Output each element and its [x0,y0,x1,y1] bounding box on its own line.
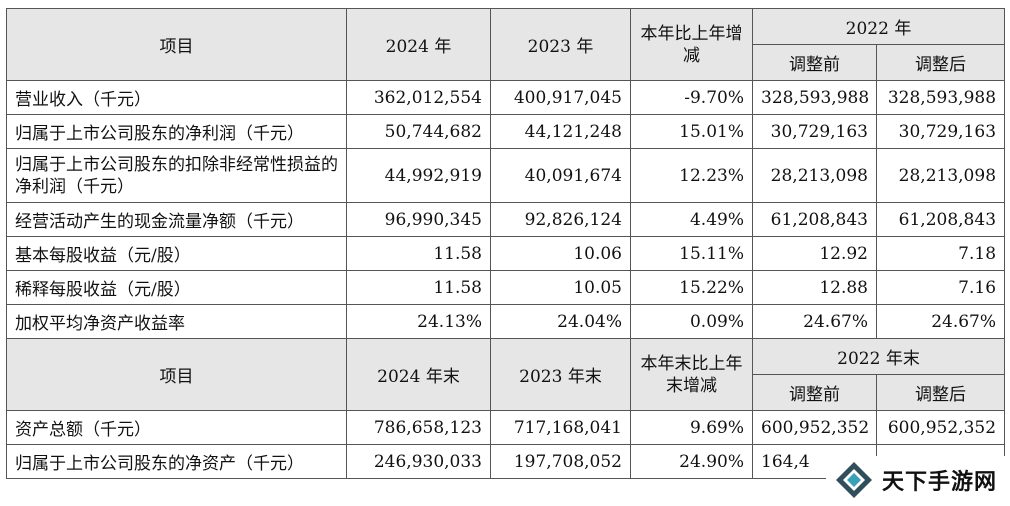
value-after: 7.16 [875,270,1006,305]
row-label: 归属于上市公司股东的净资产（千元） [6,444,347,479]
header-before-adjust-2: 调整前 [752,374,877,411]
value-change: 15.01% [630,114,753,149]
value-change: 12.23% [630,148,753,203]
watermark-text: 天下手游网 [882,470,998,495]
value-change: 15.11% [630,236,753,271]
header-item: 项目 [6,8,347,81]
watermark-logo: 天下手游网 [826,456,1006,504]
value-2023: 40,091,674 [490,148,631,203]
header-before-adjust: 调整前 [752,44,877,81]
value-after: 61,208,843 [875,202,1006,237]
value-2023: 10.05 [490,270,631,305]
value-2024: 44,992,919 [346,148,491,203]
header-2024: 2024 年 [346,8,491,81]
row-label: 归属于上市公司股东的净利润（千元） [6,114,347,149]
table-row: 归属于上市公司股东的净利润（千元） 50,744,682 44,121,248 … [6,114,1006,149]
value-after: 328,593,988 [875,80,1006,115]
table-row: 归属于上市公司股东的净资产（千元） 246,930,033 197,708,05… [6,444,1006,479]
header-after-adjust: 调整后 [875,44,1006,81]
header-2022-end: 2022 年末 [751,338,1006,375]
value-before: 600,952,352 [752,410,877,445]
value-change: -9.70% [630,80,753,115]
table-row: 营业收入（千元） 362,012,554 400,917,045 -9.70% … [6,80,1006,115]
financial-table: 项目 2024 年 2023 年 本年比上年增减 2022 年 调整前 调整后 … [6,8,1006,479]
row-label: 基本每股收益（元/股） [6,236,347,271]
value-before: 28,213,098 [752,148,877,203]
table-row: 加权平均净资产收益率 24.13% 24.04% 0.09% 24.67% 24… [6,304,1006,339]
value-2023: 92,826,124 [490,202,631,237]
header-2023: 2023 年 [490,8,631,81]
header-2022: 2022 年 [751,8,1006,45]
header-item-2: 项目 [6,338,347,411]
table-row: 归属于上市公司股东的扣除非经常性损益的净利润（千元） 44,992,919 40… [6,148,1006,203]
header-2023-end: 2023 年末 [490,338,631,411]
header-change-end: 本年末比上年末增减 [630,338,753,411]
value-change: 15.22% [630,270,753,305]
row-label: 稀释每股收益（元/股） [6,270,347,305]
row-label: 营业收入（千元） [6,80,347,115]
value-before: 12.88 [752,270,877,305]
value-before: 61,208,843 [752,202,877,237]
table-row: 稀释每股收益（元/股） 11.58 10.05 15.22% 12.88 7.1… [6,270,1006,305]
value-2023: 44,121,248 [490,114,631,149]
value-2024: 246,930,033 [346,444,491,479]
row-label: 归属于上市公司股东的扣除非经常性损益的净利润（千元） [6,148,347,203]
table-row: 基本每股收益（元/股） 11.58 10.06 15.11% 12.92 7.1… [6,236,1006,271]
value-change: 9.69% [630,410,753,445]
value-2024: 11.58 [346,270,491,305]
table-row: 经营活动产生的现金流量净额（千元） 96,990,345 92,826,124 … [6,202,1006,237]
diamond-logo-icon [836,462,872,498]
value-change: 0.09% [630,304,753,339]
value-2024: 96,990,345 [346,202,491,237]
value-2024: 50,744,682 [346,114,491,149]
value-change: 4.49% [630,202,753,237]
value-after: 30,729,163 [875,114,1006,149]
header-2024-end: 2024 年末 [346,338,491,411]
value-2024: 24.13% [346,304,491,339]
value-2024: 11.58 [346,236,491,271]
value-before: 12.92 [752,236,877,271]
header-after-adjust-2: 调整后 [875,374,1006,411]
value-2023: 197,708,052 [490,444,631,479]
row-label: 经营活动产生的现金流量净额（千元） [6,202,347,237]
value-after: 600,952,352 [875,410,1006,445]
value-after: 24.67% [875,304,1006,339]
value-change: 24.90% [630,444,753,479]
value-2024: 362,012,554 [346,80,491,115]
value-2023: 24.04% [490,304,631,339]
value-before: 30,729,163 [752,114,877,149]
value-2023: 400,917,045 [490,80,631,115]
value-after: 7.18 [875,236,1006,271]
row-label: 加权平均净资产收益率 [6,304,347,339]
value-2023: 10.06 [490,236,631,271]
value-2023: 717,168,041 [490,410,631,445]
header-change: 本年比上年增减 [630,8,753,81]
row-label: 资产总额（千元） [6,410,347,445]
value-2024: 786,658,123 [346,410,491,445]
value-before: 24.67% [752,304,877,339]
value-before: 328,593,988 [752,80,877,115]
value-after: 28,213,098 [875,148,1006,203]
table-row: 资产总额（千元） 786,658,123 717,168,041 9.69% 6… [6,410,1006,445]
